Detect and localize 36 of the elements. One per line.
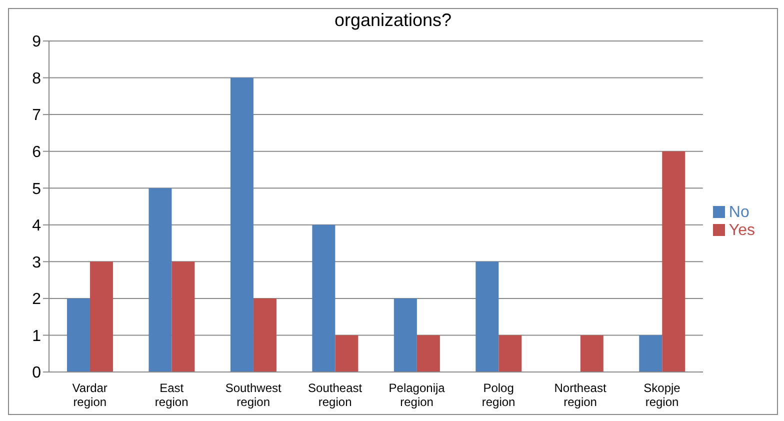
- y-tick-label: 5: [32, 180, 42, 198]
- y-tick-label: 4: [32, 218, 42, 235]
- bar: [416, 335, 440, 372]
- bar: [312, 224, 336, 372]
- bar: [476, 262, 499, 372]
- y-tick-label: 0: [32, 364, 42, 382]
- y-tick-label: 8: [32, 70, 42, 88]
- bar: [580, 335, 604, 372]
- x-tick-label: Pelagonija region: [388, 381, 446, 409]
- y-tick-label: 2: [32, 291, 42, 308]
- x-tick-label: Skopje region: [644, 381, 681, 409]
- bar: [394, 298, 417, 372]
- bar: [498, 335, 522, 372]
- x-tick-label: Polog region: [482, 381, 516, 409]
- chart-title: organizations?: [333, 9, 453, 31]
- y-tick-label: 1: [32, 328, 42, 345]
- bar: [662, 151, 686, 372]
- y-tick-label: 6: [32, 144, 42, 162]
- bar: [66, 298, 90, 372]
- x-tick-label: Southeast region: [308, 381, 363, 409]
- y-tick-label: 7: [32, 107, 42, 124]
- bar: [639, 335, 662, 372]
- legend-label: Yes: [728, 222, 755, 238]
- x-tick-label: East region: [154, 381, 188, 409]
- bar: [172, 262, 195, 372]
- bar: [253, 298, 276, 372]
- x-tick-label: Southwest region: [225, 381, 282, 409]
- bar: [90, 262, 113, 372]
- y-tick-label: 9: [32, 34, 42, 51]
- x-tick-label: Vardar region: [72, 381, 108, 409]
- bar: [230, 78, 254, 372]
- bar: [335, 335, 358, 372]
- bar: [148, 188, 172, 372]
- legend-label: No: [728, 204, 750, 220]
- y-tick-label: 3: [32, 254, 42, 272]
- x-tick-label: Northeast region: [554, 381, 607, 409]
